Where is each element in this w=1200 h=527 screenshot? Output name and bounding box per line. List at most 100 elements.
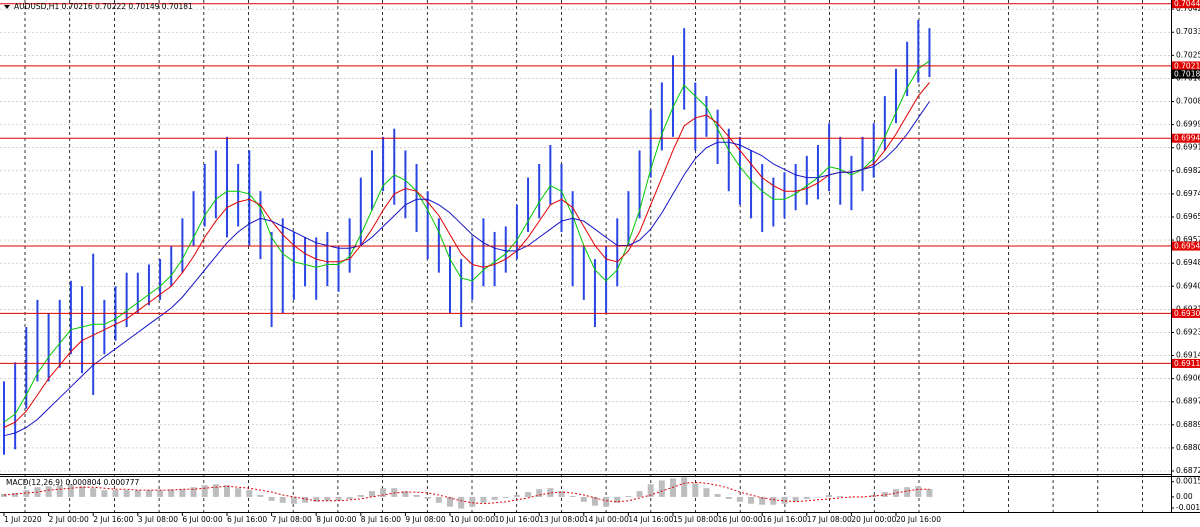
x-tick-label: 13 Jul 08:00 <box>539 515 584 524</box>
price-bar <box>393 128 396 205</box>
macd-bar <box>134 490 141 497</box>
price-bar <box>270 231 273 328</box>
price-bar <box>805 155 808 205</box>
macd-bar <box>168 489 175 497</box>
price-bar <box>582 245 585 300</box>
x-tick-label: 6 Jul 00:00 <box>182 515 222 524</box>
macd-bar <box>368 491 375 497</box>
macd-bar <box>1 494 7 497</box>
y-tick-label: 0.00 <box>1176 492 1193 501</box>
price-bar <box>816 144 819 200</box>
macd-bar <box>770 496 777 505</box>
price-bar <box>783 172 786 219</box>
price-bar <box>493 231 496 287</box>
macd-bar <box>792 496 799 502</box>
y-tick-label: 0.69485 <box>1176 258 1200 267</box>
price-bar <box>917 20 920 83</box>
y-tick-label: 0.69145 <box>1176 351 1200 360</box>
price-bar <box>772 177 775 227</box>
macd-bar <box>79 486 86 497</box>
macd-bar <box>212 484 219 497</box>
price-bar <box>906 41 909 97</box>
level-tag-label: 0.70211 <box>1174 61 1200 70</box>
price-bar <box>203 164 206 227</box>
price-bar <box>850 155 853 211</box>
price-bar <box>504 226 507 273</box>
macd-bar <box>881 492 888 497</box>
x-tick-label: 6 Jul 16:00 <box>227 515 267 524</box>
x-tick-label: 20 Jul 16:00 <box>896 515 941 524</box>
last-price-label: 0.70181 <box>1174 70 1200 79</box>
price-bar <box>761 164 764 232</box>
price-bar <box>515 204 518 260</box>
macd-bar <box>625 495 632 497</box>
macd-bar <box>580 496 587 502</box>
macd-bar <box>491 496 498 500</box>
price-bar <box>237 164 240 227</box>
macd-bar <box>926 489 933 497</box>
macd-bar <box>480 496 487 503</box>
price-bar <box>25 327 28 409</box>
price-bar <box>159 259 162 300</box>
price-bar <box>426 191 429 260</box>
price-bar <box>125 272 128 328</box>
price-bar <box>437 218 440 273</box>
symbol-menu-arrow[interactable] <box>4 5 10 9</box>
macd-bar <box>279 496 286 503</box>
price-bar <box>214 150 217 219</box>
y-tick-label: 0.69825 <box>1176 166 1200 175</box>
price-bar <box>36 299 39 382</box>
macd-bar <box>67 484 74 497</box>
macd-bar <box>235 488 242 497</box>
macd-bar <box>803 496 810 499</box>
price-bar <box>616 218 619 287</box>
y-tick-label: 0.68975 <box>1176 397 1200 406</box>
price-bar <box>69 280 72 355</box>
macd-bar <box>636 491 643 497</box>
price-bar <box>348 218 351 273</box>
price-bar <box>281 218 284 314</box>
y-tick-label: 0.69655 <box>1176 212 1200 221</box>
macd-bar <box>190 487 197 497</box>
macd-bar <box>435 496 442 503</box>
price-bar <box>560 164 563 232</box>
macd-bar <box>469 496 476 507</box>
x-tick-label: 2 Jul 00:00 <box>49 515 89 524</box>
macd-bar <box>101 490 108 497</box>
price-bar <box>226 136 228 238</box>
price-bar <box>549 144 552 205</box>
macd-bar <box>402 491 409 497</box>
macd-bar <box>335 496 342 501</box>
price-bar <box>415 164 418 232</box>
price-bar <box>136 272 139 314</box>
price-bar <box>58 299 61 368</box>
price-bar <box>103 299 106 355</box>
y-tick-label: 0.68805 <box>1176 443 1200 452</box>
level-tag <box>1172 308 1200 318</box>
macd-bar <box>736 496 743 502</box>
macd-bar <box>658 480 665 497</box>
macd-bar <box>157 490 164 497</box>
price-bar <box>170 245 173 287</box>
macd-bar <box>257 494 264 497</box>
macd-bar <box>112 490 119 497</box>
price-bar <box>337 245 340 292</box>
price-bar <box>81 286 84 374</box>
y-tick-label: 0.69315 <box>1176 304 1200 313</box>
price-bar <box>181 218 184 273</box>
macd-bar <box>692 483 699 497</box>
price-bar <box>259 191 262 260</box>
moving-average <box>3 60 930 423</box>
moving-average <box>3 101 930 437</box>
y-tick-label: 0.68720 <box>1176 466 1200 475</box>
macd-bar <box>458 496 465 509</box>
price-bar <box>649 109 652 178</box>
level-tag <box>1172 0 1200 9</box>
price-bar <box>828 123 831 192</box>
price-bar <box>794 164 797 211</box>
x-tick-label: 16 Jul 16:00 <box>762 515 807 524</box>
